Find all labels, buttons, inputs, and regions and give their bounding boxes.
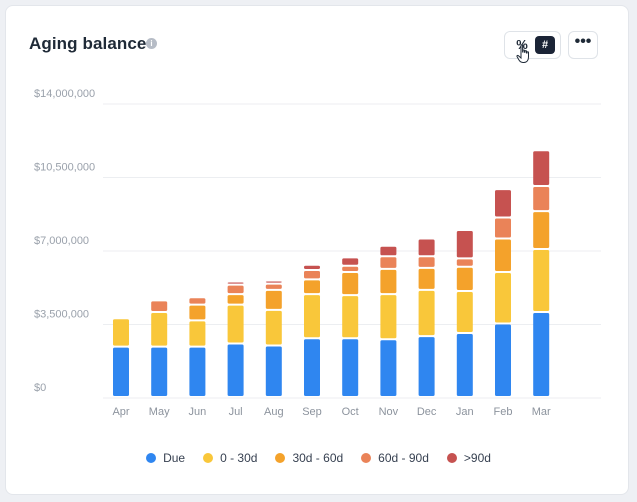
bar-segment[interactable]: [533, 151, 550, 185]
bar-segment[interactable]: [227, 285, 244, 294]
bar-segment[interactable]: [189, 305, 206, 320]
bar-segment[interactable]: [342, 258, 359, 265]
x-tick-label: Nov: [379, 406, 399, 418]
bar-segment[interactable]: [495, 218, 511, 238]
bar-segment[interactable]: [227, 305, 244, 343]
bar-segment[interactable]: [418, 290, 435, 336]
legend-item[interactable]: Due: [146, 451, 185, 465]
bar-segment[interactable]: [418, 257, 435, 267]
bar-segment[interactable]: [495, 239, 511, 272]
bar-segment[interactable]: [456, 231, 473, 258]
bar-segment[interactable]: [265, 310, 282, 345]
bar-segment[interactable]: [189, 298, 206, 304]
aging-balance-card: [5, 5, 629, 495]
bar-segment[interactable]: [227, 282, 244, 284]
bar-segment[interactable]: [418, 268, 435, 289]
more-options-button[interactable]: •••: [568, 31, 598, 59]
bar-segment[interactable]: [265, 284, 282, 289]
legend-dot: [146, 453, 157, 463]
x-tick-label: Feb: [494, 406, 513, 418]
card-title: Aging balance: [29, 34, 147, 53]
bar-segment[interactable]: [380, 257, 397, 268]
x-tick-label: Dec: [417, 406, 437, 418]
bar-segment[interactable]: [304, 270, 320, 279]
bar-segment[interactable]: [304, 339, 320, 396]
legend-dot: [361, 453, 372, 463]
x-tick-label: Mar: [532, 406, 551, 418]
x-tick-label: May: [149, 406, 170, 418]
legend-item[interactable]: 60d - 90d: [361, 451, 429, 465]
bar-segment[interactable]: [151, 347, 168, 396]
bar-segment[interactable]: [265, 346, 282, 396]
chart-legend: Due 0 - 30d 30d - 60d 60d - 90d >90d: [0, 451, 637, 465]
bar-segment[interactable]: [380, 340, 397, 396]
legend-dot: [203, 453, 214, 463]
bar-segment[interactable]: [456, 259, 473, 266]
bar-segment[interactable]: [304, 280, 320, 294]
legend-dot: [275, 453, 286, 463]
bar-segment[interactable]: [495, 324, 511, 397]
legend-label: 60d - 90d: [378, 451, 429, 465]
bar-segment[interactable]: [265, 281, 282, 283]
bar-segment[interactable]: [380, 269, 397, 294]
legend-label: 30d - 60d: [292, 451, 344, 465]
legend-label: Due: [163, 451, 186, 465]
bar-segment[interactable]: [533, 212, 550, 248]
bar-segment[interactable]: [533, 312, 550, 396]
bar-segment[interactable]: [342, 339, 359, 396]
bar-segment[interactable]: [151, 312, 168, 346]
bar-segment[interactable]: [418, 239, 435, 256]
y-tick-label: $14,000,000: [34, 88, 95, 100]
bar-segment[interactable]: [456, 267, 473, 290]
y-tick-label: $7,000,000: [34, 235, 89, 247]
bar-segment[interactable]: [227, 295, 244, 304]
bar-segment[interactable]: [456, 291, 473, 332]
count-toggle-button[interactable]: #: [535, 36, 555, 54]
stacked-bar-chart: $0 $3,500,000 $7,000,000 $10,500,000 $14,000…: [34, 88, 601, 418]
x-tick-label: Jan: [456, 406, 474, 418]
bar-segment[interactable]: [189, 347, 206, 396]
bar-segment[interactable]: [418, 337, 435, 396]
info-icon[interactable]: i: [146, 38, 157, 49]
bar-segment[interactable]: [495, 190, 511, 217]
bar-segment[interactable]: [265, 290, 282, 309]
bar-segment[interactable]: [304, 295, 320, 338]
bar-segment[interactable]: [189, 321, 206, 346]
bar-segment[interactable]: [456, 333, 473, 396]
bar-segment[interactable]: [380, 295, 397, 339]
bar-segment[interactable]: [227, 344, 244, 396]
bar-segment[interactable]: [380, 246, 397, 256]
legend-item[interactable]: 0 - 30d: [203, 451, 257, 465]
y-tick-label: $10,500,000: [34, 162, 95, 174]
bar-segment[interactable]: [113, 347, 129, 396]
bar-segment[interactable]: [342, 266, 359, 272]
x-tick-label: Sep: [302, 406, 322, 418]
x-tick-label: Jul: [229, 406, 243, 418]
x-tick-label: Oct: [342, 406, 359, 418]
y-tick-label: $0: [34, 382, 46, 394]
x-tick-label: Aug: [264, 406, 284, 418]
bar-segment[interactable]: [342, 273, 359, 295]
legend-label: 0 - 30d: [220, 451, 258, 465]
hand-cursor-icon: [516, 44, 529, 63]
x-tick-label: Jun: [189, 406, 207, 418]
bar-segment[interactable]: [495, 273, 511, 323]
bar-segment[interactable]: [533, 249, 550, 311]
y-tick-label: $3,500,000: [34, 309, 89, 321]
bar-segment[interactable]: [342, 296, 359, 338]
legend-item[interactable]: >90d: [446, 451, 491, 465]
bar-segment[interactable]: [113, 319, 129, 346]
bar-segment[interactable]: [151, 301, 168, 311]
bar-segment[interactable]: [533, 186, 550, 211]
bar-segment[interactable]: [304, 265, 320, 269]
legend-label: >90d: [463, 451, 491, 465]
legend-dot: [446, 453, 457, 463]
legend-item[interactable]: 30d - 60d: [275, 451, 343, 465]
x-tick-label: Apr: [112, 406, 129, 418]
